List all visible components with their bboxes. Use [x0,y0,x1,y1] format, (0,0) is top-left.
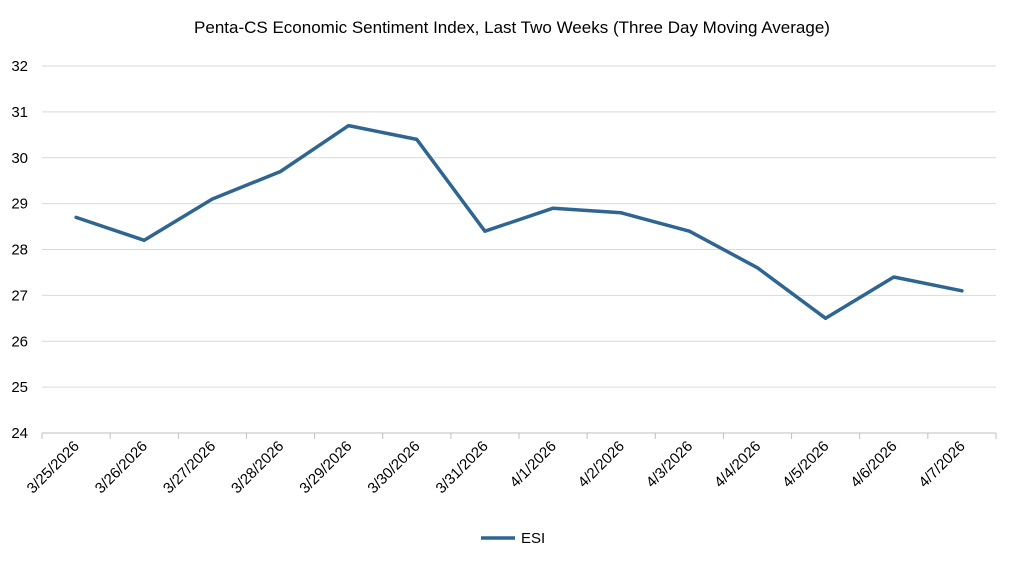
x-tick-label: 3/29/2026 [296,438,355,497]
x-tick-label: 4/6/2026 [847,438,900,491]
y-tick-label: 31 [11,104,28,121]
x-tick-label: 3/25/2026 [24,438,83,497]
y-tick-label: 30 [11,150,28,167]
y-tick-label: 32 [11,58,28,75]
x-tick-label: 4/2/2026 [575,438,628,491]
x-tick-label: 3/26/2026 [92,438,151,497]
x-tick-label: 3/27/2026 [160,438,219,497]
data-point [415,137,419,141]
data-point [210,197,214,201]
x-tick-label: 4/3/2026 [643,438,696,491]
data-point [551,206,555,210]
x-tick-label: 4/4/2026 [711,438,764,491]
y-tick-label: 25 [11,379,28,396]
data-point [74,215,78,219]
data-point [619,211,623,215]
data-point [756,266,759,270]
data-point [824,316,828,320]
data-point [347,124,351,128]
data-point [960,289,964,293]
series-line-esi [74,123,964,321]
x-tick-label: 3/31/2026 [433,438,492,497]
x-tick-label: 4/1/2026 [507,438,560,491]
legend-label-esi: ESI [521,530,545,547]
y-tick-label: 29 [11,196,28,213]
chart-title: Penta-CS Economic Sentiment Index, Last … [194,18,830,37]
data-point [892,275,896,279]
y-tick-label: 24 [11,425,28,442]
x-tick-label: 4/5/2026 [779,438,832,491]
legend: ESI [481,530,545,547]
x-tick-label: 3/30/2026 [364,438,423,497]
data-point [142,238,146,242]
x-tick-label: 4/7/2026 [915,438,968,491]
y-tick-label: 26 [11,333,28,350]
y-tick-label: 28 [11,242,28,259]
x-tick-label: 3/28/2026 [228,438,287,497]
data-point [279,170,282,174]
data-point [483,229,487,233]
data-point [687,229,691,233]
y-tick-label: 27 [11,287,28,304]
